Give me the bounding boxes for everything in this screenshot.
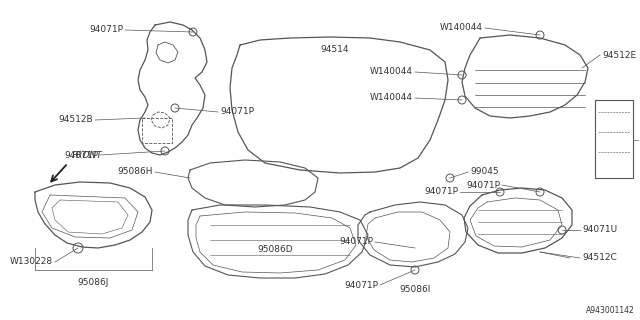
- Text: 94512B: 94512B: [58, 116, 93, 124]
- Bar: [595, 100, 633, 178]
- Text: W130228: W130228: [10, 258, 53, 267]
- Text: 95086J: 95086J: [77, 278, 109, 287]
- Text: 95086I: 95086I: [399, 285, 431, 294]
- Text: 94071P: 94071P: [89, 26, 123, 35]
- Bar: [142, 118, 172, 143]
- Text: 95086D: 95086D: [257, 245, 293, 254]
- Text: A943001142: A943001142: [586, 306, 635, 315]
- Text: 94514: 94514: [321, 45, 349, 54]
- Text: W140044: W140044: [370, 93, 413, 102]
- Text: FRONT: FRONT: [72, 151, 103, 160]
- Text: W140044: W140044: [370, 68, 413, 76]
- Text: 99045: 99045: [470, 167, 499, 177]
- Text: 94071U: 94071U: [582, 226, 617, 235]
- Text: 94071P: 94071P: [466, 180, 500, 189]
- Text: 94071P: 94071P: [339, 237, 373, 246]
- Text: 94071P: 94071P: [344, 281, 378, 290]
- Text: 94071P: 94071P: [64, 150, 98, 159]
- Text: 94071P: 94071P: [220, 108, 254, 116]
- Text: 94512C: 94512C: [582, 253, 617, 262]
- Text: W140044: W140044: [440, 23, 483, 33]
- Text: 94071P: 94071P: [424, 188, 458, 196]
- Text: 94512E: 94512E: [602, 51, 636, 60]
- Text: 95086H: 95086H: [118, 167, 153, 177]
